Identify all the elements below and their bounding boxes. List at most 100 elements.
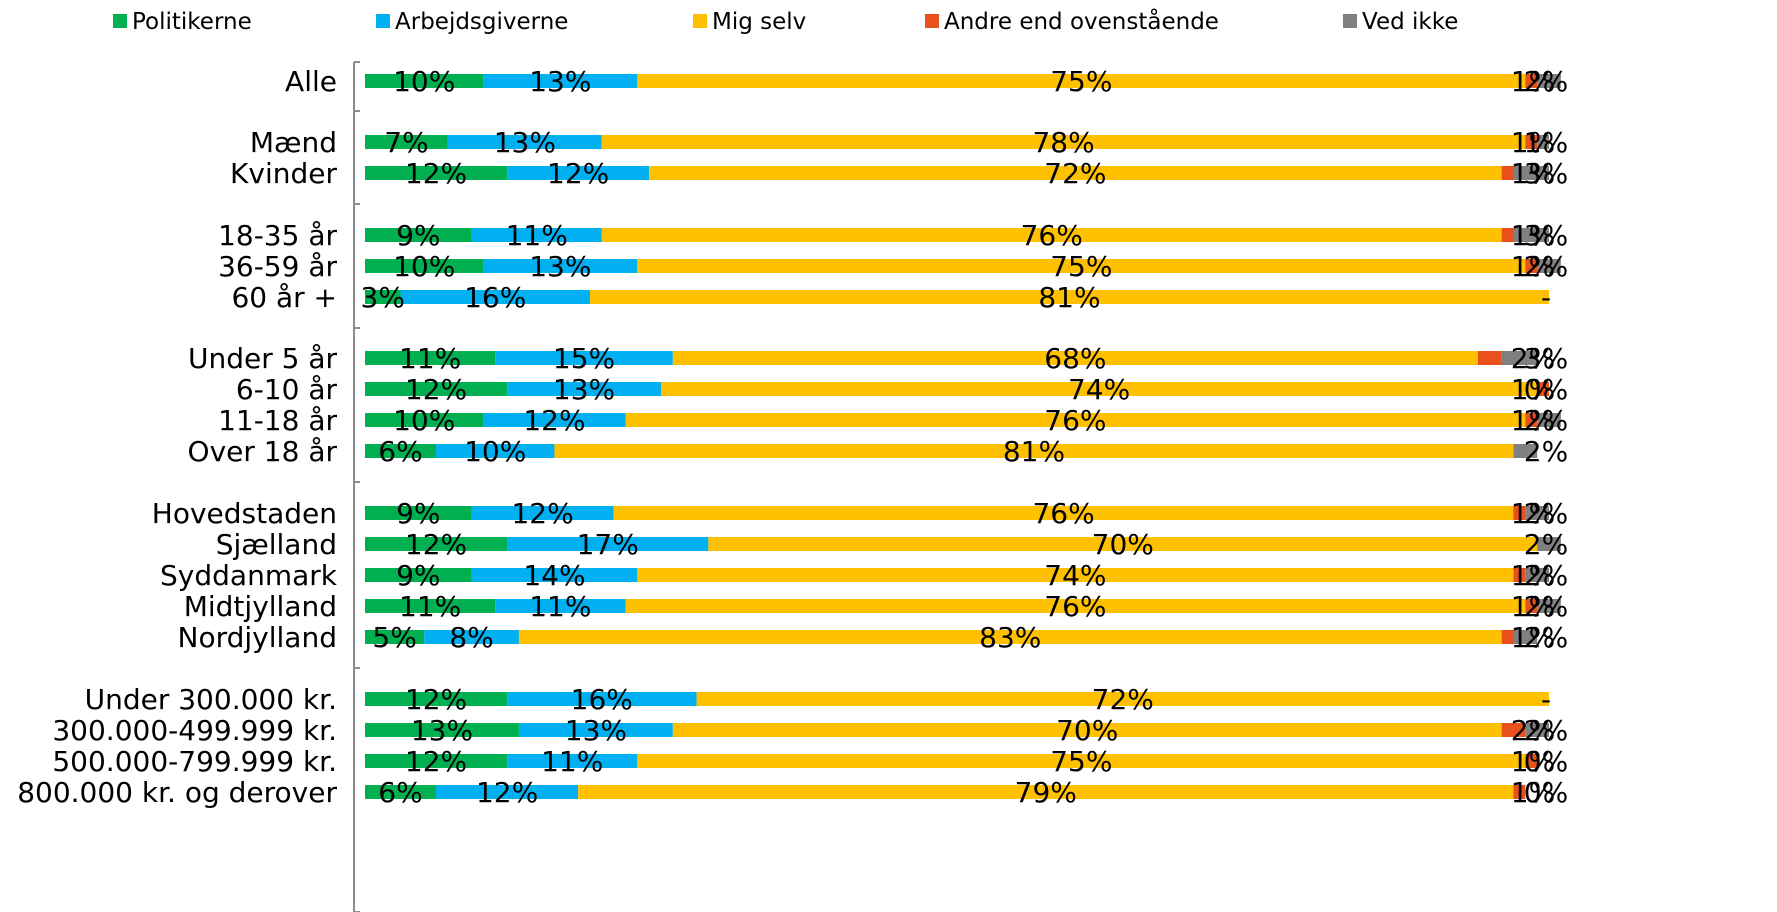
bar-segment-mig-selv	[696, 692, 1549, 706]
data-label-arbejdsgiverne: 13%	[529, 65, 591, 98]
bar-segment-andre-end-ovenstaende	[1525, 599, 1538, 613]
category-label: 6-10 år	[236, 373, 338, 406]
bar-segment-mig-selv	[518, 630, 1502, 644]
bar-segment-mig-selv	[625, 413, 1526, 427]
data-label-andre-end-ovenstaende: 1%	[1511, 404, 1555, 437]
data-label-mig-selv: 76%	[1021, 219, 1083, 252]
data-label-andre-end-ovenstaende: 1%	[1511, 65, 1555, 98]
data-label-ved-ikke: 0%	[1524, 745, 1568, 778]
bar-segment-politikerne	[365, 74, 484, 88]
data-label-ved-ikke: -	[1541, 683, 1551, 716]
data-label-mig-selv: 81%	[1038, 281, 1100, 314]
data-label-ved-ikke: 0%	[1524, 373, 1568, 406]
bar-segment-arbejdsgiverne	[424, 630, 519, 644]
data-label-mig-selv: 76%	[1044, 404, 1106, 437]
data-label-mig-selv: 70%	[1092, 528, 1154, 561]
bar-segment-arbejdsgiverne	[471, 506, 614, 520]
data-label-andre-end-ovenstaende: 1%	[1511, 590, 1555, 623]
data-label-arbejdsgiverne: 12%	[547, 157, 609, 190]
bar-segment-politikerne	[365, 599, 496, 613]
category-label: Sjælland	[216, 528, 337, 561]
bar-segment-arbejdsgiverne	[507, 692, 697, 706]
data-label-mig-selv: 76%	[1044, 590, 1106, 623]
bar-segment-arbejdsgiverne	[507, 166, 650, 180]
bar-segment-politikerne	[365, 444, 437, 458]
data-label-ved-ikke: 2%	[1524, 404, 1568, 437]
data-label-andre-end-ovenstaende: 1%	[1511, 621, 1555, 654]
data-label-andre-end-ovenstaende: 1%	[1511, 497, 1555, 530]
bar-segment-ved-ikke	[1525, 568, 1549, 582]
bar-segment-mig-selv	[672, 351, 1478, 365]
legend-swatch-andre-end-ovenstaende	[925, 14, 939, 28]
data-label-arbejdsgiverne: 15%	[553, 342, 615, 375]
bar-segment-politikerne	[365, 785, 437, 799]
data-label-andre-end-ovenstaende: 1%	[1511, 157, 1555, 190]
category-label: Kvinder	[230, 157, 337, 190]
data-label-arbejdsgiverne: 13%	[529, 250, 591, 283]
data-label-mig-selv: 81%	[1003, 435, 1065, 468]
bar-segment-andre-end-ovenstaende	[1525, 754, 1538, 768]
data-label-ved-ikke: 2%	[1524, 250, 1568, 283]
bar-segment-ved-ikke	[1537, 135, 1549, 149]
category-label: Alle	[285, 65, 337, 98]
category-label: Over 18 år	[188, 435, 338, 468]
data-label-andre-end-ovenstaende: 2%	[1511, 714, 1555, 747]
legend-label-ved-ikke: Ved ikke	[1362, 9, 1458, 35]
bar-segment-ved-ikke	[1537, 259, 1561, 273]
bar-segment-politikerne	[365, 537, 508, 551]
legend-swatch-ved-ikke	[1343, 14, 1357, 28]
data-label-arbejdsgiverne: 12%	[511, 497, 573, 530]
bar-segment-politikerne	[365, 723, 519, 737]
data-label-politikerne: 10%	[393, 250, 455, 283]
data-label-politikerne: 9%	[396, 219, 440, 252]
bar-segment-mig-selv	[672, 723, 1502, 737]
data-label-arbejdsgiverne: 14%	[523, 559, 585, 592]
data-label-politikerne: 7%	[384, 126, 428, 159]
bar-segment-arbejdsgiverne	[436, 444, 555, 458]
bar-segment-andre-end-ovenstaende	[1477, 351, 1502, 365]
bar-segment-arbejdsgiverne	[447, 135, 602, 149]
data-label-mig-selv: 74%	[1044, 559, 1106, 592]
bar-segment-mig-selv	[661, 382, 1538, 396]
bar-segment-andre-end-ovenstaende	[1525, 135, 1538, 149]
legend: Politikerne Arbejdsgiverne Mig selv Andre e…	[113, 7, 1458, 35]
data-label-andre-end-ovenstaende: 1%	[1511, 745, 1555, 778]
data-label-politikerne: 10%	[393, 404, 455, 437]
category-label: 300.000-499.999 kr.	[52, 714, 337, 747]
category-label: Midtjylland	[184, 590, 337, 623]
bar-segment-ved-ikke	[1501, 351, 1538, 365]
bar-segment-politikerne	[365, 228, 472, 242]
bar-segment-arbejdsgiverne	[471, 568, 638, 582]
data-label-arbejdsgiverne: 16%	[464, 281, 526, 314]
data-label-andre-end-ovenstaende: 1%	[1511, 126, 1555, 159]
bar-segment-mig-selv	[637, 259, 1526, 273]
data-label-ved-ikke: 2%	[1524, 714, 1568, 747]
bar-segment-politikerne	[365, 382, 508, 396]
data-label-politikerne: 12%	[405, 373, 467, 406]
bar-segment-ved-ikke	[1537, 537, 1561, 551]
data-label-arbejdsgiverne: 12%	[523, 404, 585, 437]
bar-segment-arbejdsgiverne	[495, 351, 673, 365]
category-label: 800.000 kr. og derover	[17, 776, 337, 809]
value-labels: 10% 13% 75% 1%2%7% 13% 78% 1%1%12% 12% 72% 1%3%9%…	[361, 65, 1569, 809]
data-label-arbejdsgiverne: 13%	[565, 714, 627, 747]
data-label-arbejdsgiverne: 10%	[464, 435, 526, 468]
data-label-politikerne: 13%	[411, 714, 473, 747]
bar-segment-mig-selv	[601, 228, 1502, 242]
bar-segment-politikerne	[365, 290, 401, 304]
data-label-ved-ikke: 3%	[1524, 219, 1568, 252]
data-label-mig-selv: 83%	[979, 621, 1041, 654]
category-label: 11-18 år	[218, 404, 337, 437]
data-label-ved-ikke: 2%	[1524, 497, 1568, 530]
data-label-politikerne: 9%	[396, 497, 440, 530]
bar-segment-arbejdsgiverne	[507, 382, 661, 396]
data-label-arbejdsgiverne: 11%	[541, 745, 603, 778]
bar-segment-politikerne	[365, 692, 508, 706]
bar-segment-andre-end-ovenstaende	[1501, 723, 1526, 737]
bar-segment-arbejdsgiverne	[507, 754, 638, 768]
data-label-mig-selv: 76%	[1032, 497, 1094, 530]
data-label-mig-selv: 79%	[1015, 776, 1077, 809]
data-label-politikerne: 12%	[405, 157, 467, 190]
data-label-ved-ikke: 2%	[1524, 435, 1568, 468]
